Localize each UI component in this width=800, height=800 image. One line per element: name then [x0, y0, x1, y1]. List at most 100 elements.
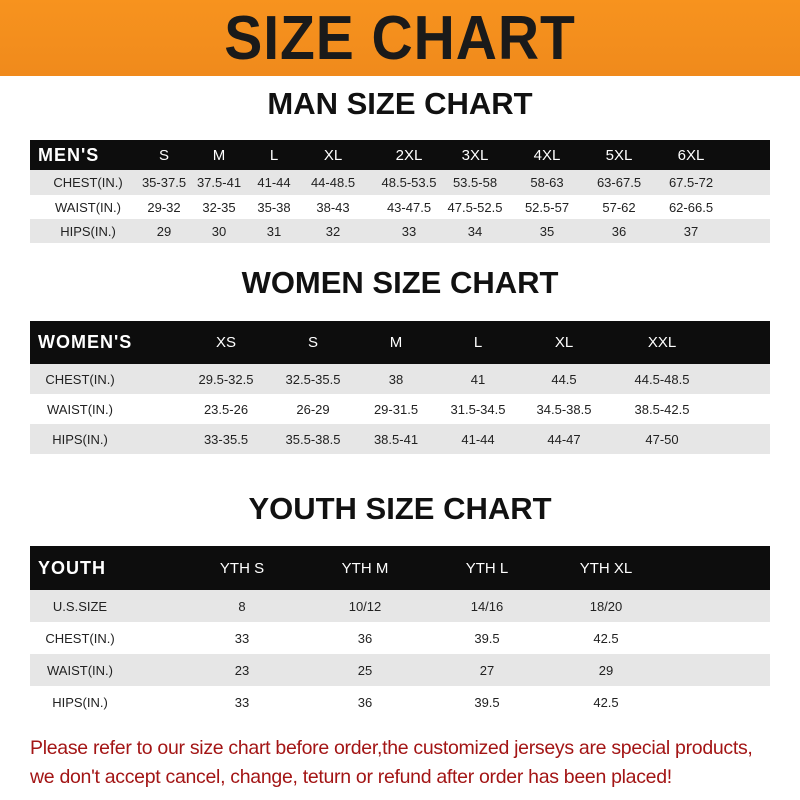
size-header: XXL — [647, 334, 677, 351]
notice-line-1: Please refer to our size chart before or… — [30, 737, 753, 759]
size-header: XL — [323, 146, 343, 164]
size-header: YTH XL — [579, 559, 633, 577]
row-label: HIPS(IN.) — [52, 694, 108, 710]
table-cell: 29-31.5 — [373, 401, 419, 417]
table-row: HIPS(IN.) 29 30 31 32 33 34 35 36 37 — [30, 219, 770, 243]
table-cell: 36 — [357, 694, 373, 710]
table-row: WAIST(IN.) 23 25 27 29 — [30, 654, 770, 686]
header-row: YOUTH YTH S YTH M YTH L YTH XL — [30, 546, 770, 590]
size-header: 6XL — [677, 146, 705, 164]
youth-size-table: YOUTH YTH S YTH M YTH L YTH XL U.S.SIZE 8 10/12… — [30, 546, 770, 718]
table-cell: 29 — [156, 223, 172, 239]
table-cell: 36 — [357, 630, 373, 646]
table-cell: 33 — [234, 694, 250, 710]
table-row: CHEST(IN.) 33 36 39.5 42.5 — [30, 622, 770, 654]
row-label: HIPS(IN.) — [60, 223, 116, 239]
table-cell: 52.5-57 — [524, 199, 570, 215]
table-cell: 39.5 — [474, 630, 500, 646]
row-label: CHEST(IN.) — [45, 371, 115, 387]
row-label: WAIST(IN.) — [47, 662, 113, 678]
size-header: M — [212, 146, 226, 164]
table-cell: 42.5 — [593, 694, 619, 710]
table-cell: 31 — [266, 223, 282, 239]
women-size-table: WOMEN'S XS S M L XL XXL CHEST(IN.) 29.5-32.5 32.5… — [30, 321, 770, 454]
size-header: 2XL — [395, 146, 423, 164]
table-cell: 62-66.5 — [668, 199, 714, 215]
table-cell: 44.5-48.5 — [634, 371, 690, 387]
table-cell: 38 — [388, 371, 404, 387]
table-label: YOUTH — [38, 557, 106, 578]
table-cell: 37.5-41 — [196, 175, 242, 190]
size-header: S — [158, 146, 170, 164]
table-cell: 47-50 — [645, 431, 679, 447]
order-notice: Please refer to our size chart before or… — [30, 734, 790, 792]
table-cell: 44.5 — [551, 371, 577, 387]
table-cell: 35.5-38.5 — [285, 431, 341, 447]
table-cell: 36 — [611, 223, 627, 239]
table-cell: 33-35.5 — [203, 431, 249, 447]
size-header: XS — [215, 334, 237, 351]
size-header: 4XL — [533, 146, 561, 164]
table-cell: 63-67.5 — [596, 175, 642, 190]
table-label: MEN'S — [38, 144, 100, 165]
table-row: U.S.SIZE 8 10/12 14/16 18/20 — [30, 590, 770, 622]
table-cell: 32-35 — [202, 199, 236, 215]
table-cell: 33 — [401, 223, 417, 239]
table-cell: 29.5-32.5 — [198, 371, 254, 387]
table-row: WAIST(IN.) 23.5-26 26-29 29-31.5 31.5-34.5 34… — [30, 394, 770, 424]
row-label: WAIST(IN.) — [55, 199, 121, 215]
table-cell: 35 — [539, 223, 555, 239]
notice-line-2: we don't accept cancel, change, teturn o… — [30, 766, 672, 788]
size-header: 3XL — [461, 146, 489, 164]
banner-title: SIZE CHART — [224, 3, 576, 73]
table-cell: 35-38 — [257, 199, 291, 215]
table-cell: 27 — [479, 662, 495, 678]
table-cell: 23 — [234, 662, 250, 678]
table-cell: 43-47.5 — [386, 199, 432, 215]
table-cell: 42.5 — [593, 630, 619, 646]
size-header: XL — [554, 334, 574, 351]
row-label: U.S.SIZE — [52, 598, 108, 614]
table-cell: 58-63 — [530, 175, 564, 190]
table-cell: 32.5-35.5 — [285, 371, 341, 387]
table-cell: 25 — [357, 662, 373, 678]
size-header: 5XL — [605, 146, 633, 164]
table-row: CHEST(IN.) 35-37.5 37.5-41 41-44 44-48.5 48.5… — [30, 170, 770, 195]
size-header: S — [307, 334, 319, 351]
table-row: WAIST(IN.) 29-32 32-35 35-38 38-43 43-47.5 47.… — [30, 195, 770, 219]
table-cell: 57-62 — [602, 199, 636, 215]
table-cell: 41-44 — [461, 431, 495, 447]
size-header: YTH L — [465, 559, 509, 577]
table-row: HIPS(IN.) 33-35.5 35.5-38.5 38.5-41 41-44 44-… — [30, 424, 770, 454]
table-label: WOMEN'S — [38, 332, 133, 352]
table-cell: 38-43 — [316, 199, 350, 215]
table-cell: 31.5-34.5 — [450, 401, 506, 417]
row-label: HIPS(IN.) — [52, 431, 108, 447]
table-cell: 8 — [238, 598, 246, 614]
row-label: CHEST(IN.) — [53, 175, 123, 190]
table-cell: 10/12 — [348, 598, 382, 614]
table-cell: 29 — [598, 662, 614, 678]
table-cell: 29-32 — [147, 199, 181, 215]
table-cell: 48.5-53.5 — [381, 175, 437, 190]
men-size-table: MEN'S S M L XL 2XL 3XL 4XL 5XL 6XL CHEST(IN.) 35-37… — [30, 140, 770, 243]
table-cell: 34.5-38.5 — [536, 401, 592, 417]
women-title: WOMEN SIZE CHART — [241, 265, 559, 300]
table-row: HIPS(IN.) 33 36 39.5 42.5 — [30, 686, 770, 718]
table-cell: 41 — [470, 371, 486, 387]
size-header: YTH M — [341, 559, 389, 577]
table-cell: 38.5-42.5 — [634, 401, 690, 417]
size-header: M — [389, 334, 403, 351]
size-header: L — [473, 334, 483, 351]
row-label: CHEST(IN.) — [45, 630, 115, 646]
table-cell: 67.5-72 — [668, 175, 714, 190]
table-cell: 37 — [683, 223, 699, 239]
header-row: WOMEN'S XS S M L XL XXL — [30, 321, 770, 364]
table-cell: 41-44 — [257, 175, 291, 190]
table-cell: 26-29 — [296, 401, 330, 417]
row-label: WAIST(IN.) — [47, 401, 113, 417]
table-cell: 14/16 — [470, 598, 504, 614]
table-cell: 23.5-26 — [203, 401, 249, 417]
table-cell: 47.5-52.5 — [447, 199, 503, 215]
table-cell: 39.5 — [474, 694, 500, 710]
